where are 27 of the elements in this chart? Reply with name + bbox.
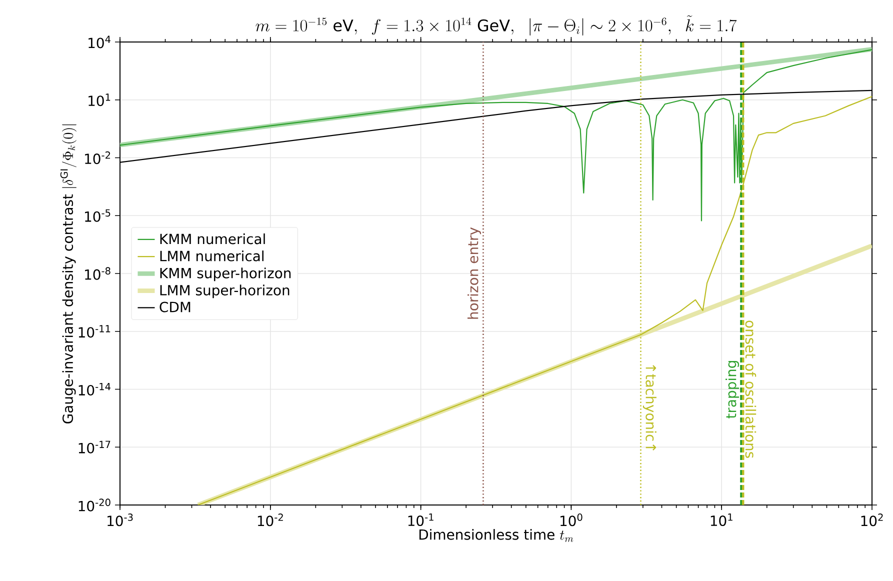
ref-line-label: onset of oscillations <box>745 320 756 458</box>
legend-label: LMM numerical <box>160 250 264 262</box>
y-tick-label: 10$^{-8}$ <box>85 267 110 280</box>
x-tick-label: 10$^{-2}$ <box>258 514 283 526</box>
ref-line-label: trapping <box>726 360 740 418</box>
chart-title: $m = 10^{-15}\ \mathrm{eV},\ \ f = 1.3\times 10^{14}\ \mathrm{GeV},\ \ |\pi-\Theta_i| \sim 2\times 10^{-6},\ \ \tilde{k} = 1.7$ <box>256 15 737 36</box>
y-tick-label: 10$^{4}$ <box>88 36 110 48</box>
ref-line-label: horizon entry <box>468 227 482 319</box>
y-tick-label: 10$^{1}$ <box>88 94 110 106</box>
y-tick-label: 10$^{-20}$ <box>78 498 110 512</box>
legend-label: CDM <box>160 302 190 312</box>
y-tick-label: 10$^{-11}$ <box>78 325 110 338</box>
x-tick-label: 10$^{-1}$ <box>408 514 434 526</box>
y-tick-label: 10$^{-14}$ <box>78 382 110 396</box>
y-tick-label: 10$^{-2}$ <box>85 151 110 164</box>
y-axis-title: $\mbox{Gauge-invariant density contrast } |\delta^{\mathrm{GI}}/\Phi_k(0)|$ <box>60 124 76 424</box>
x-tick-label: 10$^{-3}$ <box>108 514 133 526</box>
x-tick-label: 10$^{0}$ <box>560 514 582 526</box>
y-tick-label: 10$^{-17}$ <box>78 440 110 454</box>
legend-label: KMM super-horizon <box>160 268 291 282</box>
x-tick-label: 10$^{1}$ <box>710 514 732 526</box>
legend-label: KMM numerical <box>160 233 265 244</box>
x-axis-title: $\mbox{Dimensionless time } t_m$ <box>419 529 574 542</box>
y-tick-label: 10$^{-5}$ <box>85 209 110 222</box>
legend-label: LMM super-horizon <box>160 284 290 298</box>
x-tick-label: 10$^{2}$ <box>861 514 883 526</box>
ref-line-label: ↑tachyonic↑ <box>642 365 656 450</box>
